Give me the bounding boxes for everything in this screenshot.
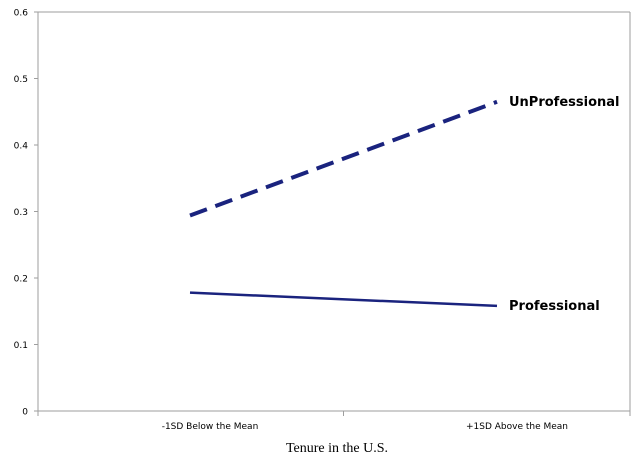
- x-axis-title: Tenure in the U.S.: [286, 441, 388, 456]
- y-tick-label: 0.6: [14, 9, 29, 19]
- series-label-professional: Professional: [509, 299, 600, 314]
- series-label-unprofessional: UnProfessional: [509, 95, 620, 110]
- x-tick-label: -1SD Below the Mean: [162, 422, 259, 432]
- y-tick-label: 0.2: [14, 275, 28, 285]
- chart-series: UnProfessional Professional: [189, 95, 620, 314]
- y-axis-ticks: 0 0.1 0.2 0.3 0.4 0.5 0.6: [14, 9, 38, 418]
- series-line-professional: [189, 291, 498, 308]
- y-tick-label: 0.3: [14, 208, 28, 218]
- y-tick-label: 0.4: [14, 142, 29, 152]
- x-axis-ticks: -1SD Below the Mean +1SD Above the Mean: [37, 411, 631, 432]
- y-tick-label: 0.5: [14, 75, 28, 85]
- y-tick-label: 0: [22, 408, 28, 418]
- chart-axes: [37, 11, 631, 412]
- series-line-unprofessional: [189, 99, 498, 218]
- y-tick-label: 0.1: [14, 341, 28, 351]
- x-tick-label: +1SD Above the Mean: [466, 422, 568, 432]
